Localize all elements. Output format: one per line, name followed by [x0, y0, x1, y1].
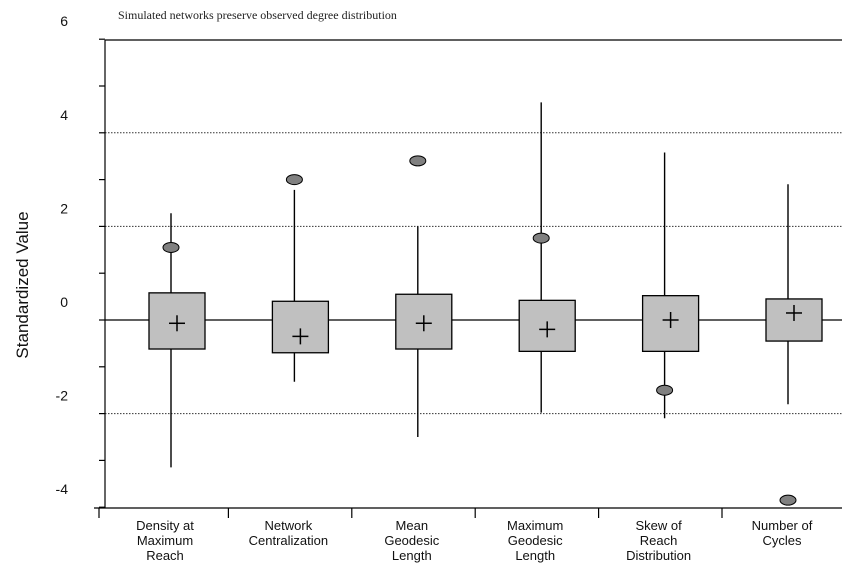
category-label-line: Density at — [136, 518, 194, 533]
category-label-4: Skew of Reach Distribution — [626, 518, 691, 563]
chart-title: Simulated networks preserve observed deg… — [118, 8, 397, 22]
observed-value-1 — [285, 174, 303, 186]
category-label-line: Number of — [752, 518, 813, 533]
box-group-3 — [518, 102, 576, 413]
category-label-1: Network Centralization — [249, 518, 329, 548]
observed-value-4 — [656, 384, 674, 396]
y-tick-label-0: -4 — [56, 481, 69, 497]
category-label-line: Network — [265, 518, 313, 533]
gridlines — [105, 132, 842, 415]
category-label-line: Maximum — [507, 518, 563, 533]
category-label-5: Number of Cycles — [752, 518, 813, 548]
observed-value-2 — [409, 155, 427, 167]
category-label-line: Geodesic — [508, 533, 563, 548]
y-axis-label: Standardized Value — [13, 211, 32, 358]
box-group-1 — [271, 174, 330, 382]
category-label-3: Maximum Geodesic Length — [507, 518, 563, 563]
observed-value-0 — [162, 241, 180, 253]
box-group-4 — [641, 152, 700, 419]
category-label-line: Distribution — [626, 548, 691, 563]
y-tick-label-2: 0 — [60, 294, 68, 310]
iqr-box-1 — [271, 300, 330, 354]
category-label-line: Length — [515, 548, 555, 563]
y-tick-label-3: 2 — [60, 200, 68, 216]
observed-value-3 — [532, 232, 550, 244]
box-group-2 — [395, 155, 453, 437]
category-label-line: Cycles — [762, 533, 802, 548]
category-label-0: Density at Maximum Reach — [136, 518, 194, 563]
y-tick-label-4: 4 — [60, 107, 68, 123]
category-label-line: Centralization — [249, 533, 329, 548]
observed-value-5 — [779, 494, 797, 506]
category-label-line: Reach — [146, 548, 184, 563]
category-label-line: Skew of — [635, 518, 682, 533]
category-label-2: Mean Geodesic Length — [384, 518, 439, 563]
category-label-line: Length — [392, 548, 432, 563]
box-series — [148, 102, 823, 506]
category-label-line: Maximum — [137, 533, 193, 548]
box-group-0 — [148, 213, 206, 468]
y-tick-label-1: -2 — [56, 388, 69, 404]
category-label-line: Mean — [396, 518, 429, 533]
category-label-line: Geodesic — [384, 533, 439, 548]
y-tick-label-5: 6 — [60, 13, 68, 29]
box-group-5 — [765, 184, 823, 506]
axes: -4 -2 0 2 4 6 — [56, 13, 842, 518]
category-label-line: Reach — [640, 533, 678, 548]
